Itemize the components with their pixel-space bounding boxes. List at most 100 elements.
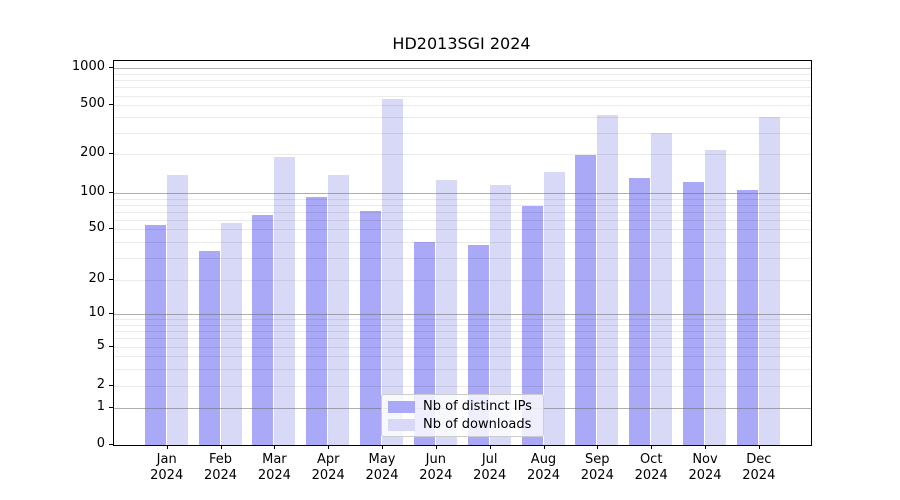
y-tick-mark — [109, 407, 113, 408]
x-tick-mark — [758, 445, 760, 449]
bar-downloads-aug-2024 — [543, 171, 565, 445]
bar-distinct-ips-apr-2024 — [306, 196, 328, 445]
x-tick-label-oct: Oct 2024 — [634, 452, 668, 483]
x-tick-mark — [543, 445, 545, 449]
y-tick-mark — [109, 346, 113, 347]
gridline-minor — [114, 73, 811, 75]
bar-distinct-ips-dec-2024 — [736, 189, 758, 445]
gridline-minor — [114, 356, 811, 358]
gridline-minor — [114, 154, 811, 156]
gridline-major — [114, 68, 811, 70]
x-tick-mark — [328, 445, 330, 449]
gridline-minor — [114, 368, 811, 370]
y-tick-mark — [109, 384, 113, 386]
legend-swatch-downloads — [388, 418, 415, 431]
x-tick-label-jul: Jul 2024 — [473, 452, 507, 483]
y-tick-mark — [109, 313, 113, 314]
x-tick-label-feb: Feb 2024 — [203, 452, 238, 483]
x-tick-mark — [705, 445, 706, 449]
y-tick-label-20: 20 — [88, 271, 105, 286]
gridline-minor — [114, 257, 811, 259]
x-tick-label-jan: Jan 2024 — [150, 452, 184, 483]
plot-area — [113, 60, 812, 446]
legend-label-downloads: Nb of downloads — [423, 417, 532, 432]
bar-downloads-mar-2024 — [274, 156, 296, 445]
gridline-major — [114, 193, 811, 194]
gridline-minor — [114, 241, 811, 243]
x-tick-label-aug: Aug 2024 — [526, 452, 561, 483]
y-tick-label-0: 0 — [96, 436, 105, 451]
gridline-minor — [114, 87, 811, 89]
gridline-minor — [114, 331, 811, 332]
bar-distinct-ips-jan-2024 — [144, 225, 166, 445]
x-tick-mark — [166, 445, 168, 449]
legend-swatch-distinct-ips — [388, 400, 415, 413]
bar-distinct-ips-feb-2024 — [198, 250, 220, 445]
x-tick-mark — [435, 445, 437, 449]
bar-downloads-oct-2024 — [651, 133, 673, 445]
gridline-minor — [114, 117, 811, 119]
x-tick-label-jun: Jun 2024 — [419, 452, 453, 483]
legend-entry-downloads: Nb of downloads — [388, 417, 535, 432]
y-tick-mark — [109, 104, 113, 106]
gridline-minor — [114, 229, 811, 231]
bar-distinct-ips-sep-2024 — [575, 154, 597, 445]
gridline-minor — [114, 95, 811, 97]
gridline-minor — [114, 219, 811, 221]
x-tick-label-may: May 2024 — [365, 452, 399, 483]
gridline-minor — [114, 280, 811, 281]
bar-distinct-ips-aug-2024 — [521, 206, 543, 445]
y-tick-label-10: 10 — [88, 305, 105, 320]
gridline-minor — [114, 198, 811, 200]
y-tick-label-5: 5 — [96, 338, 105, 353]
x-tick-label-apr: Apr 2024 — [311, 452, 345, 483]
y-tick-label-500: 500 — [80, 96, 105, 112]
gridline-minor — [114, 319, 811, 320]
x-tick-mark — [489, 445, 491, 449]
y-tick-label-100: 100 — [80, 184, 105, 199]
x-tick-mark — [597, 445, 599, 449]
y-tick-label-200: 200 — [80, 145, 105, 161]
y-tick-mark — [109, 279, 113, 280]
gridline-minor — [114, 385, 811, 387]
x-tick-mark — [382, 445, 383, 449]
gridline-minor — [114, 80, 811, 82]
bar-downloads-may-2024 — [382, 99, 403, 445]
bar-downloads-dec-2024 — [758, 117, 780, 445]
y-tick-mark — [109, 153, 113, 155]
bar-distinct-ips-nov-2024 — [683, 182, 704, 445]
bar-downloads-feb-2024 — [220, 223, 242, 445]
gridline-minor — [114, 338, 811, 340]
gridline-minor — [114, 324, 811, 326]
y-tick-mark — [109, 192, 113, 193]
x-tick-label-nov: Nov 2024 — [688, 452, 722, 483]
gridline-minor — [114, 204, 811, 206]
x-tick-label-sep: Sep 2024 — [580, 452, 614, 483]
x-tick-label-dec: Dec 2024 — [742, 452, 776, 483]
bar-downloads-jun-2024 — [435, 180, 457, 445]
x-tick-mark — [274, 445, 276, 449]
gridline-minor — [114, 347, 811, 348]
gridline-minor — [114, 105, 811, 107]
y-tick-label-50: 50 — [88, 220, 105, 236]
gridline-minor — [114, 132, 811, 134]
bar-downloads-nov-2024 — [705, 150, 726, 445]
x-tick-mark — [651, 445, 653, 449]
chart-title: HD2013SGI 2024 — [392, 34, 531, 53]
bar-downloads-apr-2024 — [328, 174, 350, 445]
y-tick-mark — [109, 444, 113, 445]
bar-downloads-jan-2024 — [166, 175, 188, 445]
bar-distinct-ips-mar-2024 — [252, 214, 274, 445]
y-tick-label-1000: 1000 — [71, 59, 105, 75]
y-tick-mark — [109, 67, 113, 69]
x-tick-label-mar: Mar 2024 — [257, 452, 291, 483]
gridline-major — [114, 314, 811, 315]
gridline-minor — [114, 211, 811, 213]
legend-label-distinct-ips: Nb of distinct IPs — [423, 399, 532, 414]
legend: Nb of distinct IPs Nb of downloads — [381, 394, 544, 437]
y-tick-label-1: 1 — [96, 399, 105, 414]
bar-downloads-sep-2024 — [597, 114, 619, 445]
y-tick-label-2: 2 — [96, 376, 105, 392]
bar-distinct-ips-may-2024 — [360, 210, 381, 445]
